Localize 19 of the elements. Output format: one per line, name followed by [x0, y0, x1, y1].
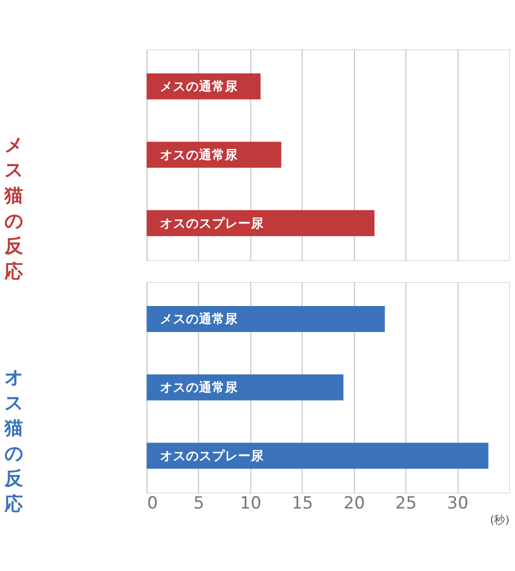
y-axis-title: オス猫の反応	[3, 368, 24, 516]
category-label: オスのスプレー尿	[160, 448, 264, 464]
x-tick-label: 5	[194, 492, 204, 512]
x-tick-label: 25	[395, 492, 417, 512]
x-tick-label: 15	[292, 492, 314, 512]
bar	[146, 306, 385, 332]
category-label: オスの通常尿	[160, 380, 238, 395]
x-tick-label: 30	[447, 492, 468, 512]
category-label: メスの通常尿	[160, 78, 238, 94]
bar	[146, 374, 344, 400]
x-tick-label: 10	[240, 492, 262, 512]
y-axis-title: メス猫の反応	[3, 134, 24, 282]
bar	[146, 442, 488, 469]
x-tick-label: 20	[343, 492, 365, 512]
category-label: メスの通常尿	[160, 311, 238, 326]
category-label: オスのスプレー尿	[160, 215, 264, 230]
x-axis-title: (秒)	[490, 514, 510, 527]
category-label: オスの通常尿	[160, 146, 238, 162]
x-tick-label: 0	[147, 492, 158, 512]
